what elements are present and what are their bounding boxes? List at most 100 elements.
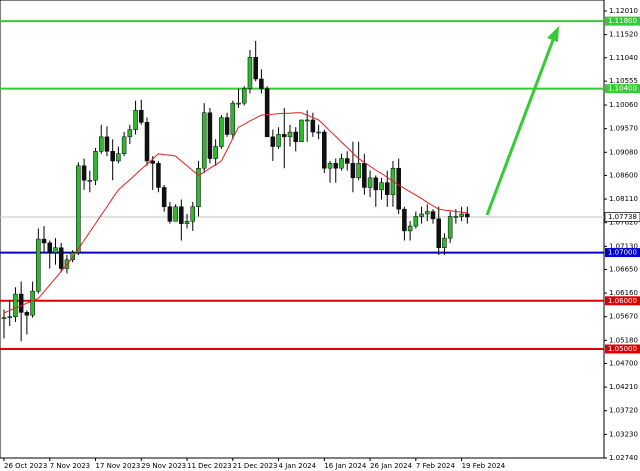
candle-body [350,163,356,179]
y-tick-label: 1.04700 [609,359,638,367]
candle-body [58,247,64,269]
level-label: 1.07000 [608,249,637,257]
candle-body [230,102,236,135]
x-tick-label: 17 Nov 2023 [96,462,141,470]
x-tick-label: 4 Jan 2024 [279,462,317,470]
y-tick-label: 1.09080 [609,148,638,156]
candle-body [436,218,441,249]
candle-body [1,317,7,319]
candle-body [373,177,379,191]
level-label: 1.05000 [608,345,637,353]
candle-body [150,160,155,164]
candle-body [356,163,361,179]
candle-body [459,213,464,217]
y-tick-label: 1.11520 [609,31,638,39]
level-box [605,344,640,354]
candle-body [104,136,110,152]
y-tick-label: 1.08600 [609,171,638,179]
candle-body [367,177,373,188]
candle-body [241,88,247,104]
plot-area [0,0,605,459]
candle-body [447,216,453,239]
x-tick-label: 7 Feb 2024 [416,462,456,470]
candle-body [144,122,150,162]
candle-body [87,179,93,182]
candle-body [30,290,35,316]
candle-body [93,151,98,181]
candle-body [419,213,424,217]
candle-body [270,136,276,147]
candle-body [236,102,241,105]
candle-body [379,182,384,191]
candle-body [70,252,75,261]
candle-body [396,167,401,210]
current-price-label: 1.07738 [608,213,637,221]
candle-body [196,167,201,208]
y-tick-label: 1.06160 [609,289,638,297]
candle-body [81,165,87,181]
candle-body [173,206,178,222]
candle-body [276,134,281,147]
candle-body [190,206,196,222]
candle-body [413,216,419,227]
candle-body [219,117,224,147]
y-tick-label: 1.03720 [609,407,638,415]
price-box [604,212,640,222]
x-tick-label: 11 Dec 2023 [187,462,232,470]
chart-layer: 1.12010 1.11520 1.11040 1.10555 1.10060 1.095… [0,7,640,470]
x-tick-label: 21 Dec 2023 [233,462,278,470]
candle-body [167,206,173,222]
candle-body [339,158,344,169]
candle-body [430,211,436,220]
candle-body [287,131,293,138]
candle-body [453,216,459,218]
candle-body [333,163,339,169]
candle-body [304,119,310,122]
candle-body [133,110,138,130]
y-tick-label: 1.04210 [609,383,638,391]
candle-body [201,112,207,169]
x-tick-label: 7 Nov 2023 [50,462,90,470]
candle-body [156,163,161,188]
y-tick-label: 1.10060 [609,101,638,109]
candle-body [247,57,253,89]
y-tick-label: 1.10555 [609,77,638,85]
level-label: 1.06000 [608,297,637,305]
candle-body [127,129,133,138]
moving-average [3,112,468,314]
candle-body [224,117,230,135]
candle-body [384,182,390,195]
candle-body [47,242,53,253]
candle-body [327,163,333,169]
y-tick-label: 1.03230 [609,430,638,438]
candle-body [24,312,30,316]
candle-body [98,136,104,152]
candle-body [13,293,18,317]
candle-body [207,112,213,159]
candle-body [53,247,58,253]
trend-arrow [485,39,555,216]
y-tick-label: 1.08110 [609,195,638,203]
candle-body [282,134,287,138]
x-tick-label: 26 Oct 2023 [4,462,47,470]
level-box [605,296,640,306]
level-box [605,248,640,258]
x-tick-label: 29 Nov 2023 [141,462,186,470]
candle-body [7,316,12,318]
candle-body [310,119,316,133]
y-tick-label: 1.11040 [609,54,638,62]
y-tick-label: 1.02740 [609,454,638,462]
candle-body [36,238,41,292]
candle-body [213,146,218,159]
candle-body [184,220,190,224]
x-tick-label: 19 Feb 2024 [462,462,506,470]
candle-body [293,131,298,142]
candle-body [139,110,144,123]
candle-body [110,151,115,162]
candle-body [179,206,184,224]
y-tick-label: 1.05180 [609,336,638,344]
level-box [605,84,640,94]
candle-body [465,213,470,218]
y-tick-label: 1.07130 [609,242,638,250]
